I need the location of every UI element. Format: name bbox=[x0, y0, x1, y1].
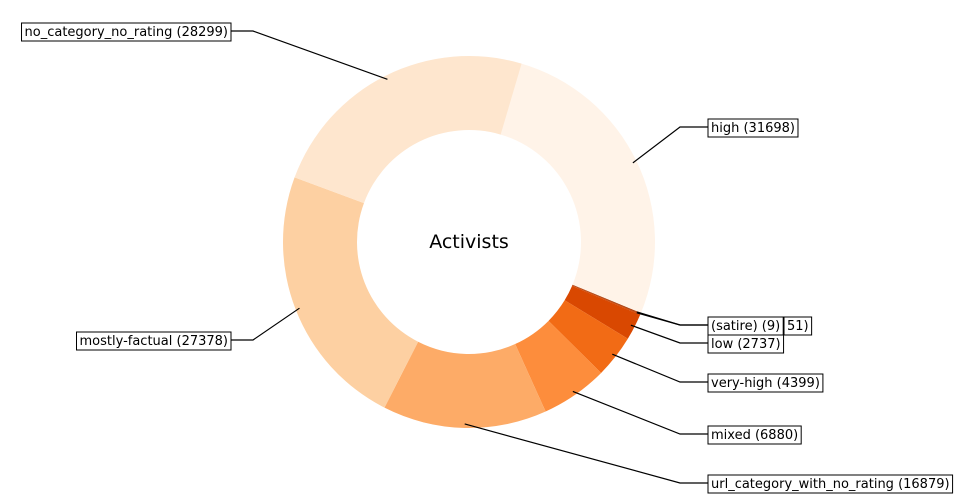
slice-label-box-5 bbox=[707, 425, 802, 445]
slice-label-5: mixed (6880) bbox=[707, 425, 802, 445]
slice-label-6: url_category_with_no_rating (16879) bbox=[707, 474, 954, 494]
slice-0 bbox=[499, 63, 655, 313]
slice-4 bbox=[548, 300, 628, 373]
leader-line-6 bbox=[464, 423, 708, 484]
leader-line-5 bbox=[572, 390, 708, 435]
slice-labels: high (31698) (satire) (9) 51) low (2737) ver… bbox=[21, 22, 954, 494]
slice-label-box-2 bbox=[783, 316, 813, 336]
leader-line-2 bbox=[636, 312, 708, 326]
leader-line-0 bbox=[632, 126, 708, 164]
slice-label-box-8 bbox=[21, 22, 232, 42]
slice-label-box-4 bbox=[707, 373, 824, 393]
slice-label-box-3 bbox=[707, 334, 785, 354]
slice-label-2: 51) bbox=[783, 316, 813, 336]
slices bbox=[283, 56, 655, 428]
slice-2 bbox=[572, 285, 641, 315]
slice-label-box-7 bbox=[76, 331, 232, 351]
slice-7 bbox=[283, 177, 419, 408]
slice-label-text-1: (satire) (9) bbox=[711, 319, 780, 334]
slice-label-text-0: high (31698) bbox=[711, 121, 795, 136]
slice-label-text-4: very-high (4399) bbox=[711, 376, 820, 391]
slice-label-text-6: url_category_with_no_rating (16879) bbox=[711, 477, 950, 492]
chart-title: Activists bbox=[429, 231, 509, 253]
slice-6 bbox=[384, 341, 546, 428]
slice-label-text-8: no_category_no_rating (28299) bbox=[25, 25, 228, 40]
slice-label-8: no_category_no_rating (28299) bbox=[21, 22, 232, 42]
leader-line-4 bbox=[612, 353, 708, 383]
slice-label-7: mostly-factual (27378) bbox=[76, 331, 232, 351]
slice-label-text-2: 51) bbox=[787, 319, 809, 334]
slice-8 bbox=[294, 56, 522, 204]
leader-line-7 bbox=[231, 307, 300, 341]
leader-line-3 bbox=[630, 324, 708, 344]
slice-label-box-0 bbox=[707, 118, 799, 138]
slice-label-box-6 bbox=[707, 474, 954, 494]
slice-3 bbox=[564, 285, 641, 339]
slice-label-3: low (2737) bbox=[707, 334, 785, 354]
slice-label-text-5: mixed (6880) bbox=[711, 428, 798, 443]
leader-line-8 bbox=[231, 30, 388, 80]
slice-label-0: high (31698) bbox=[707, 118, 799, 138]
slice-label-text-3: low (2737) bbox=[711, 337, 781, 352]
slice-label-4: very-high (4399) bbox=[707, 373, 824, 393]
slice-label-1: (satire) (9) bbox=[707, 316, 784, 336]
leader-lines bbox=[231, 30, 708, 484]
slice-5 bbox=[515, 320, 602, 412]
slice-label-text-7: mostly-factual (27378) bbox=[80, 334, 229, 349]
slice-1 bbox=[572, 284, 641, 314]
